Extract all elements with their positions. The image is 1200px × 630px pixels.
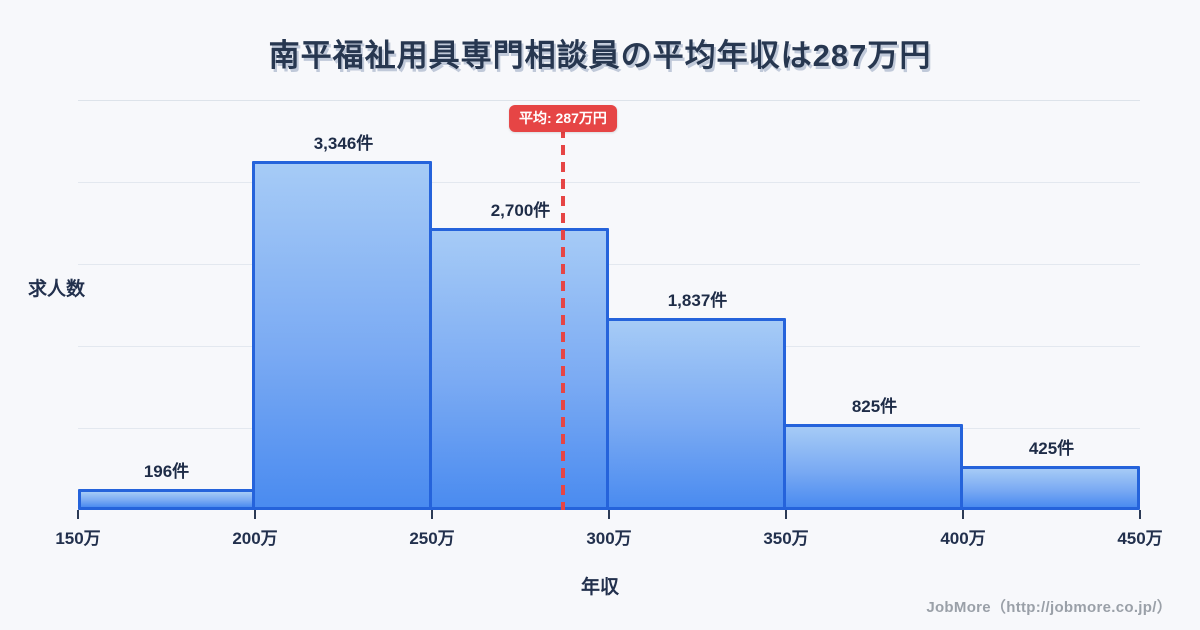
bar-350-400 bbox=[783, 424, 963, 510]
plot-area: 平均: 287万円 196件 3,346件 2,700件 1,837件 825件 425件… bbox=[55, 100, 1163, 548]
x-axis-tick bbox=[608, 510, 610, 519]
x-tick-label-350: 350万 bbox=[763, 529, 809, 548]
x-tick-label-200: 200万 bbox=[232, 529, 278, 548]
bar-400-450 bbox=[960, 466, 1140, 510]
average-line bbox=[560, 128, 565, 510]
gridline bbox=[78, 182, 1140, 183]
x-axis-tick bbox=[254, 510, 256, 519]
bar-value-label: 1,837件 bbox=[667, 291, 728, 310]
average-badge: 平均: 287万円 bbox=[509, 105, 617, 132]
x-axis-tick bbox=[431, 510, 433, 519]
x-axis-tick bbox=[1139, 510, 1141, 519]
x-axis-label: 年収 bbox=[580, 577, 619, 598]
bar-300-350 bbox=[606, 318, 786, 510]
bar-150-200 bbox=[78, 489, 255, 510]
x-tick-label-450: 450万 bbox=[1117, 529, 1163, 548]
x-tick-label-400: 400万 bbox=[940, 529, 986, 548]
gridline bbox=[78, 100, 1140, 101]
x-axis-tick bbox=[785, 510, 787, 519]
gridline bbox=[78, 264, 1140, 265]
bar-250-300 bbox=[429, 228, 609, 510]
y-axis-label: 求人数 bbox=[28, 279, 86, 300]
bar-value-label: 196件 bbox=[143, 462, 190, 481]
bar-value-label: 2,700件 bbox=[490, 201, 551, 220]
footer-credit: JobMore（http://jobmore.co.jp/） bbox=[926, 599, 1172, 616]
x-tick-label-300: 300万 bbox=[586, 529, 632, 548]
page-title: 南平福祉用具専門相談員の平均年収は287万円 bbox=[268, 38, 932, 73]
bar-value-label: 3,346件 bbox=[313, 134, 374, 153]
bar-value-label: 425件 bbox=[1028, 439, 1075, 458]
x-axis-tick bbox=[962, 510, 964, 519]
bar-value-label: 825件 bbox=[851, 397, 898, 416]
bar-200-250 bbox=[252, 161, 432, 510]
x-axis-tick bbox=[77, 510, 79, 519]
x-tick-label-150: 150万 bbox=[55, 529, 101, 548]
x-tick-label-250: 250万 bbox=[409, 529, 455, 548]
